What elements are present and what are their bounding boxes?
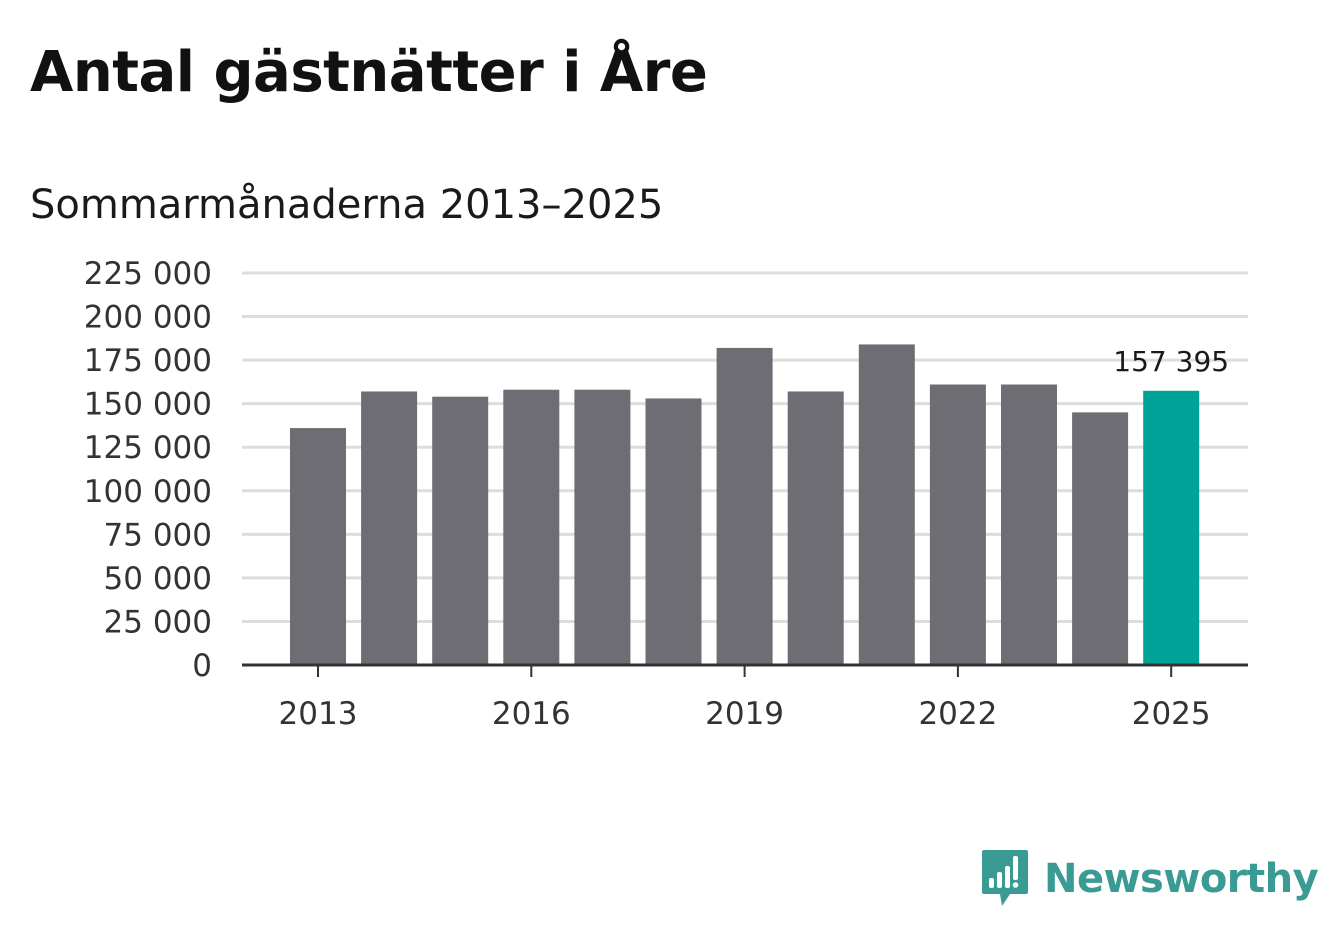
- y-tick-label: 75 000: [104, 517, 212, 553]
- x-axis-ticks: 2013 2016 2019 2022 2025: [279, 665, 1211, 732]
- x-tick-label: 2013: [279, 696, 358, 732]
- chart-title: Antal gästnätter i Åre: [30, 40, 708, 105]
- bar-2020: [787, 391, 844, 665]
- brand-logo: Newsworthy: [980, 848, 1319, 910]
- y-tick-label: 175 000: [84, 343, 212, 379]
- y-tick-label: 150 000: [84, 387, 212, 423]
- bar-2021: [858, 344, 915, 665]
- y-tick-label: 100 000: [84, 474, 212, 510]
- y-tick-label: 50 000: [104, 561, 212, 597]
- bar-2024: [1072, 412, 1129, 665]
- data-label-2025: 157 395: [1113, 345, 1229, 378]
- bar-2018: [645, 398, 702, 665]
- bar-2013: [290, 428, 346, 665]
- bar-2016: [503, 389, 560, 665]
- bar-2025: [1143, 390, 1200, 665]
- x-tick-label: 2016: [492, 696, 571, 732]
- y-tick-label: 125 000: [84, 430, 212, 466]
- chart-subtitle: Sommarmånaderna 2013–2025: [30, 182, 664, 228]
- x-tick-label: 2025: [1132, 696, 1211, 732]
- x-tick-label: 2022: [918, 696, 997, 732]
- bar-2023: [1001, 384, 1057, 665]
- data-labels: 157 395: [1113, 345, 1229, 378]
- y-tick-label: 0: [192, 648, 212, 684]
- bar-2014: [361, 391, 418, 665]
- x-tick-label: 2019: [705, 696, 784, 732]
- bars: [290, 344, 1200, 665]
- newsworthy-logo-icon: [982, 850, 1028, 906]
- y-tick-label: 25 000: [104, 604, 212, 640]
- bar-2019: [716, 347, 773, 665]
- y-tick-label: 200 000: [84, 300, 212, 336]
- y-tick-label: 225 000: [84, 256, 212, 292]
- bar-2017: [574, 389, 631, 665]
- bar-2015: [432, 396, 489, 665]
- bar-2022: [929, 384, 986, 665]
- y-axis-ticks: 0 25 000 50 000 75 000 100 000 125 000 150 000…: [84, 256, 212, 684]
- brand-name: Newsworthy: [1044, 856, 1319, 902]
